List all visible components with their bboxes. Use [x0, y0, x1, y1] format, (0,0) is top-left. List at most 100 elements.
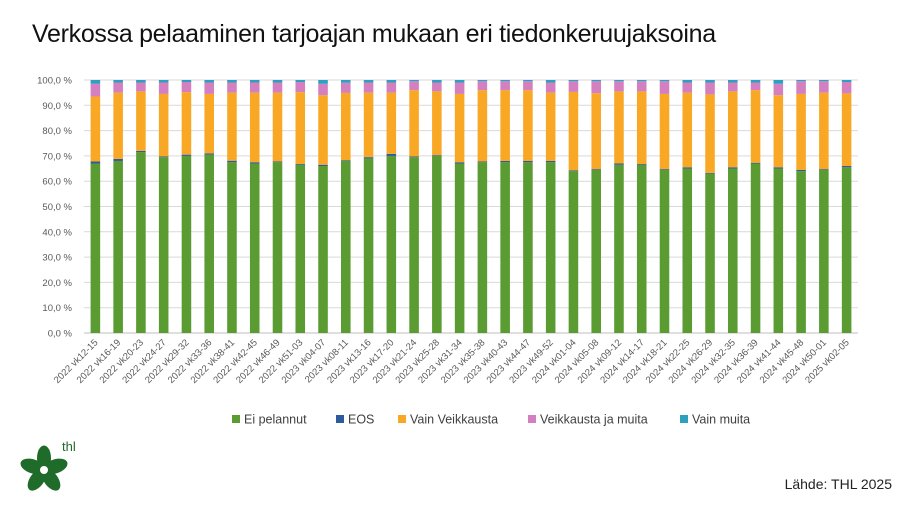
bar-segment: [477, 161, 488, 163]
bar-segment: [363, 157, 374, 159]
y-tick-label: 100,0 %: [37, 76, 72, 87]
bar-segment: [90, 161, 101, 164]
bar-segment: [227, 92, 237, 161]
bar-segment: [318, 164, 328, 167]
bar-segment: [158, 80, 169, 83]
bar-segment: [636, 91, 647, 164]
bar-segment: [728, 80, 738, 83]
bar-segment: [477, 90, 488, 162]
bar-segment: [318, 95, 328, 165]
legend-label: Veikkausta ja muita: [540, 413, 648, 427]
bar-segment: [500, 90, 510, 161]
bar-segment: [796, 81, 806, 94]
bar-segment: [636, 164, 647, 165]
bar-segment: [728, 167, 738, 169]
y-tick-label: 10,0 %: [42, 303, 72, 314]
bar-segment: [181, 82, 192, 93]
bar-stack: [432, 80, 442, 333]
bar-segment: [181, 154, 192, 156]
bar-segment: [409, 81, 419, 91]
bar-segment: [432, 155, 442, 156]
bar-segment: [682, 92, 693, 168]
bar-stack: [659, 80, 670, 333]
bar-segment: [409, 90, 419, 157]
bar-segment: [432, 91, 442, 156]
legend-label: Ei pelannut: [244, 413, 307, 427]
bar-segment: [341, 82, 351, 93]
bar-segment: [659, 169, 670, 333]
legend: Ei pelannut EOS Vain Veikkausta Veikkausta …: [232, 413, 750, 427]
bar-segment: [750, 163, 761, 333]
bar-segment: [614, 81, 624, 92]
bar-segment: [272, 161, 283, 163]
legend-label: Vain muita: [692, 413, 750, 427]
bar-segment: [181, 92, 192, 155]
y-tick-label: 70,0 %: [42, 151, 72, 162]
bar-segment: [705, 80, 715, 83]
bar-segment: [545, 92, 556, 161]
bar-segment: [90, 83, 101, 97]
bar-segment: [545, 82, 556, 93]
bar-segment: [636, 80, 647, 82]
source-text: Lähde: THL 2025: [784, 476, 892, 492]
bar-segment: [796, 171, 806, 333]
bar-stack: [796, 80, 806, 333]
bar-segment: [728, 82, 738, 92]
bar-segment: [819, 92, 829, 170]
bar-segment: [341, 160, 351, 161]
bar-segment: [523, 90, 533, 161]
bar-segment: [454, 80, 465, 83]
bar-segment: [523, 160, 533, 163]
bar-stack: [409, 80, 419, 333]
y-tick-label: 50,0 %: [42, 202, 72, 213]
gridlines: [84, 79, 858, 334]
bar-segment: [272, 92, 283, 162]
bar-segment: [409, 80, 419, 82]
bar-segment: [386, 92, 397, 154]
bar-segment: [614, 164, 624, 333]
legend-swatch: [680, 415, 688, 423]
bar-segment: [204, 80, 214, 83]
legend-item: EOS: [336, 413, 374, 427]
bar-segment: [523, 81, 533, 91]
y-tick-label: 90,0 %: [42, 101, 72, 112]
bar-stack: [136, 80, 146, 333]
bar-segment: [363, 92, 374, 158]
chart-title: Verkossa pelaaminen tarjoajan mukaan eri…: [32, 20, 716, 48]
bar-stack: [591, 80, 601, 333]
bar-stack: [227, 80, 237, 333]
bar-segment: [796, 93, 806, 170]
bar-segment: [591, 81, 601, 94]
bar-segment: [659, 93, 670, 170]
bar-segment: [705, 82, 715, 95]
bar-stack: [750, 80, 761, 333]
bar-segment: [659, 169, 670, 170]
bar-segment: [773, 168, 784, 333]
y-tick-label: 40,0 %: [42, 227, 72, 238]
bar-segment: [682, 167, 693, 169]
bar-stack: [454, 80, 465, 333]
bar-segment: [272, 80, 283, 83]
bar-stack: [90, 80, 101, 333]
bar-segment: [705, 94, 715, 173]
leaf-petal: [20, 458, 45, 474]
bar-segment: [136, 82, 146, 92]
bar-segment: [614, 80, 624, 82]
bar-segment: [204, 154, 214, 333]
bar-segment: [819, 81, 829, 93]
thl-logo: thl: [20, 439, 76, 491]
bar-segment: [409, 157, 419, 333]
bar-segment: [500, 160, 510, 163]
bar-segment: [705, 173, 715, 333]
bar-segment: [409, 156, 419, 158]
bar-segment: [136, 150, 146, 153]
bar-segment: [614, 163, 624, 165]
bar-segment: [227, 160, 237, 163]
bar-segment: [386, 80, 397, 83]
bar-segment: [113, 92, 123, 159]
bar-segment: [295, 164, 306, 333]
y-axis-ticks: 0,0 % 10,0 % 20,0 % 30,0 % 40,0 % 50,0 % 60,0 …: [37, 76, 72, 340]
bar-stack: [773, 80, 784, 333]
bar-segment: [477, 81, 488, 91]
bar-segment: [204, 93, 214, 154]
